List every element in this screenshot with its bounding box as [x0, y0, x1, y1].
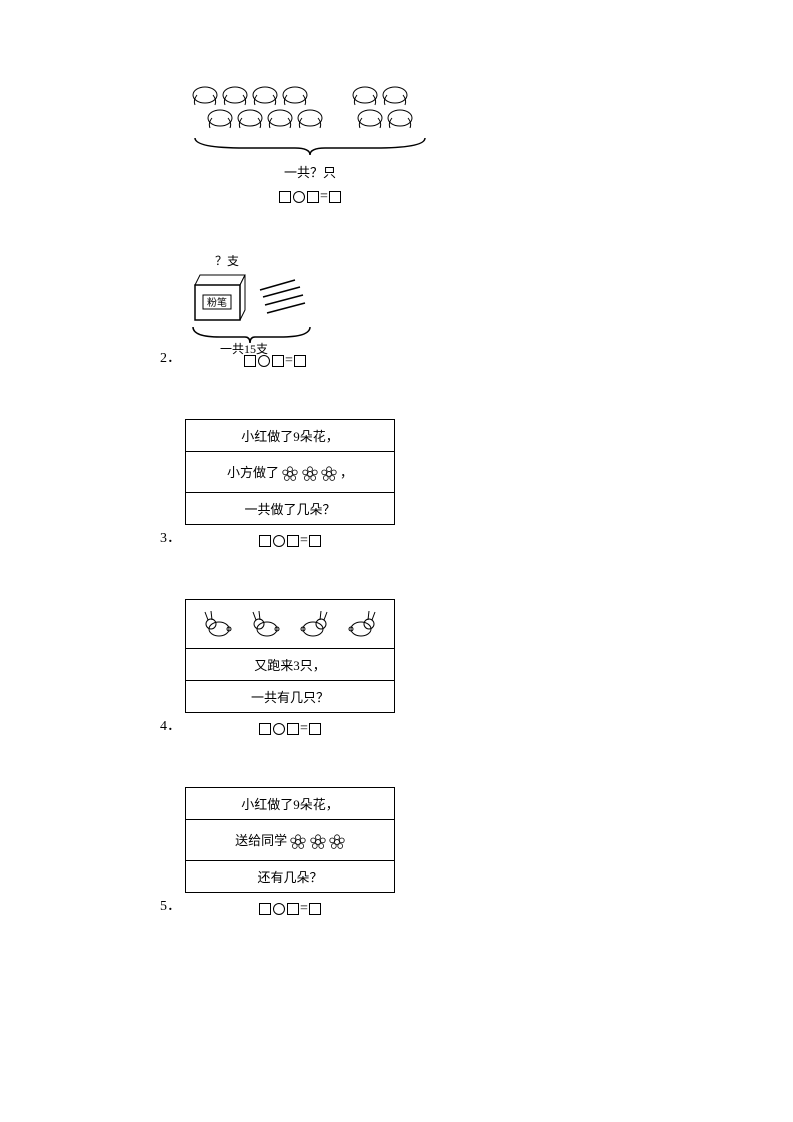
rabbit-icon: [344, 609, 379, 639]
p4-row3: 一共有几只？: [186, 681, 395, 713]
p4-row1: [186, 600, 395, 649]
problem-2-equation: =: [243, 353, 307, 369]
problem-4-equation: =: [258, 721, 322, 737]
top-label-svg: ？支: [215, 255, 239, 268]
p3-row2: 小方做了 ，: [186, 452, 395, 493]
problem-5-content: 小红做了9朵花， 送给同学 还有几朵？ =: [185, 787, 395, 917]
problem-3-content: 小红做了9朵花， 小方做了 ， 一共做了几朵？ =: [185, 419, 395, 549]
problem-5: 5． 小红做了9朵花， 送给同学 还有几朵？ =: [160, 787, 633, 917]
p5-row3: 还有几朵？: [186, 861, 395, 893]
p3-row3: 一共做了几朵？: [186, 493, 395, 525]
problem-5-table: 小红做了9朵花， 送给同学 还有几朵？: [185, 787, 395, 893]
p3-flowers: [282, 465, 340, 480]
problem-1: 一共？只 =: [160, 80, 633, 205]
p5-flowers: [290, 833, 345, 848]
problem-1-equation: =: [278, 189, 342, 205]
problem-2: 2． ？支 粉笔 一共15支: [160, 255, 633, 369]
problem-3-table: 小红做了9朵花， 小方做了 ， 一共做了几朵？: [185, 419, 395, 525]
problem-3: 3． 小红做了9朵花， 小方做了 ， 一共做了几朵？ =: [160, 419, 633, 549]
rabbit-icon: [249, 609, 284, 639]
rabbit-icon: [201, 609, 236, 639]
problem-2-content: ？支 粉笔 一共15支 =: [185, 255, 365, 369]
p5-row2: 送给同学: [186, 820, 395, 861]
problem-4-content: 又跑来3只， 一共有几只？ =: [185, 599, 395, 737]
problem-5-number: 5．: [160, 895, 185, 915]
problem-3-equation: =: [258, 533, 322, 549]
problem-4: 4． 又跑来3只， 一共有几只？ =: [160, 599, 633, 737]
problem-4-table: 又跑来3只， 一共有几只？: [185, 599, 395, 713]
p3-row1: 小红做了9朵花，: [186, 420, 395, 452]
rabbit-icon: [296, 609, 331, 639]
svg-text:一共15支: 一共15支: [220, 342, 268, 355]
sheep-illustration: [185, 80, 435, 160]
problem-5-equation: =: [258, 901, 322, 917]
p4-row2: 又跑来3只，: [186, 649, 395, 681]
chalk-illustration: ？支 粉笔 一共15支: [185, 255, 365, 345]
problem-1-brace-label: 一共？只: [284, 162, 336, 181]
problem-4-number: 4．: [160, 715, 185, 735]
p5-row1: 小红做了9朵花，: [186, 788, 395, 820]
problem-1-content: 一共？只 =: [185, 80, 435, 205]
problem-3-number: 3．: [160, 527, 185, 547]
svg-text:粉笔: 粉笔: [207, 296, 227, 309]
problem-2-number: 2．: [160, 347, 185, 367]
